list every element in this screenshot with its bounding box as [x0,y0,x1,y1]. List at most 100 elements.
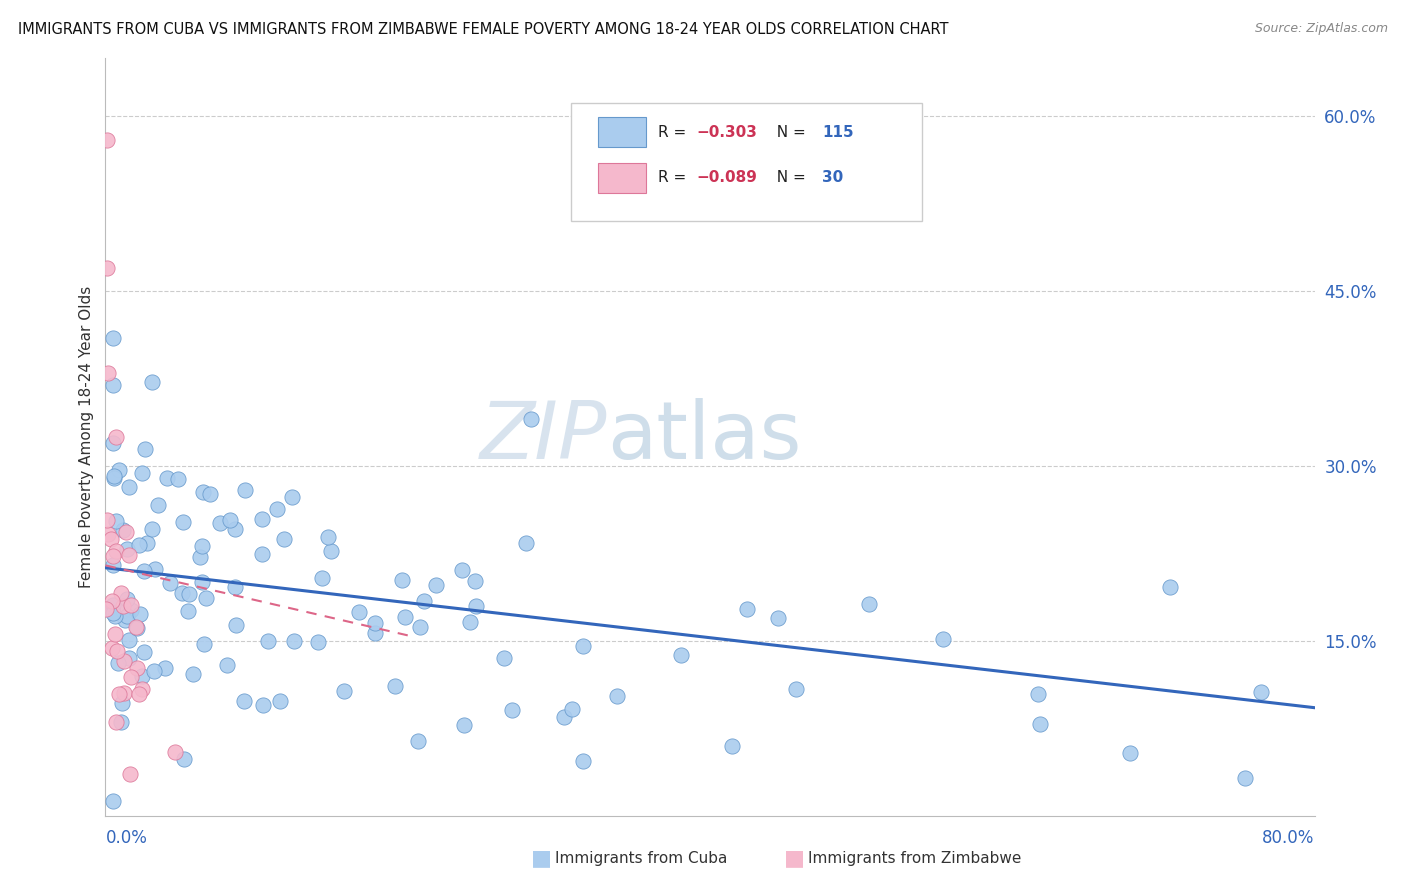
Point [114,613,136,627]
FancyBboxPatch shape [598,162,645,193]
Point [391,574,413,588]
Text: 30: 30 [823,170,844,186]
Point [108,463,131,477]
Text: R =: R = [658,125,692,140]
Point [96,602,118,616]
Point [110,586,132,600]
Point [97,366,120,380]
Point [146,498,169,512]
Text: Immigrants from Zimbabwe: Immigrants from Zimbabwe [808,851,1022,865]
Point [406,734,429,748]
Point [104,609,127,624]
Point [252,698,274,712]
Point [115,592,138,607]
Point [858,597,880,611]
Text: atlas: atlas [607,398,801,476]
Point [281,491,304,505]
Point [100,594,122,608]
Point [425,578,447,592]
Point [785,681,807,696]
Point [179,587,201,601]
Point [501,703,523,717]
Point [125,619,148,633]
Point [1159,580,1181,594]
Point [101,331,124,345]
Point [129,607,152,622]
Point [132,644,155,658]
Point [464,574,486,589]
Point [553,710,575,724]
Point [191,485,214,500]
Point [96,512,118,526]
Point [170,586,193,600]
Point [112,524,135,538]
Point [165,745,187,759]
Point [519,411,541,425]
Point [451,563,474,577]
Point [118,549,141,563]
Point [177,604,200,618]
Point [273,532,295,546]
Point [194,591,217,606]
Point [413,594,436,608]
Point [465,599,488,614]
Point [453,718,475,732]
Point [97,527,120,541]
Point [127,621,149,635]
Point [1250,685,1272,699]
Point [101,558,124,573]
Point [349,605,371,619]
Point [311,571,333,585]
Point [115,524,138,539]
Point [136,536,159,550]
Point [155,661,177,675]
Text: −0.303: −0.303 [697,125,758,140]
Point [115,541,138,556]
Point [257,633,280,648]
Point [250,547,273,561]
Point [319,544,342,558]
Point [571,639,593,653]
Point [105,514,128,528]
Point [101,436,124,450]
Point [173,752,195,766]
Point [561,702,583,716]
Point [104,626,127,640]
Text: N =: N = [766,125,810,140]
Point [307,635,329,649]
Point [105,643,128,657]
Point [232,694,254,708]
Point [1233,771,1256,785]
Point [103,468,125,483]
Point [134,442,156,456]
Point [217,658,239,673]
Point [128,688,150,702]
Point [112,599,135,613]
Point [166,472,188,486]
Text: ■: ■ [785,848,804,868]
Point [143,562,166,576]
Point [96,133,118,147]
Point [118,632,141,647]
Text: −0.089: −0.089 [697,170,758,186]
Point [191,539,214,553]
Point [104,544,127,558]
Point [669,648,692,663]
Point [1026,686,1049,700]
Point [96,260,118,275]
Point [720,739,742,753]
Y-axis label: Female Poverty Among 18-24 Year Olds: Female Poverty Among 18-24 Year Olds [79,286,94,588]
Point [409,620,432,634]
Point [606,689,628,703]
FancyBboxPatch shape [571,103,922,221]
Point [107,687,129,701]
Text: N =: N = [766,170,810,186]
Point [112,686,135,700]
Point [101,794,124,808]
Point [266,502,288,516]
Text: 115: 115 [823,125,853,140]
Point [250,512,273,526]
Text: IMMIGRANTS FROM CUBA VS IMMIGRANTS FROM ZIMBABWE FEMALE POVERTY AMONG 18-24 YEAR: IMMIGRANTS FROM CUBA VS IMMIGRANTS FROM … [18,22,949,37]
Point [191,574,214,589]
Point [219,513,242,527]
